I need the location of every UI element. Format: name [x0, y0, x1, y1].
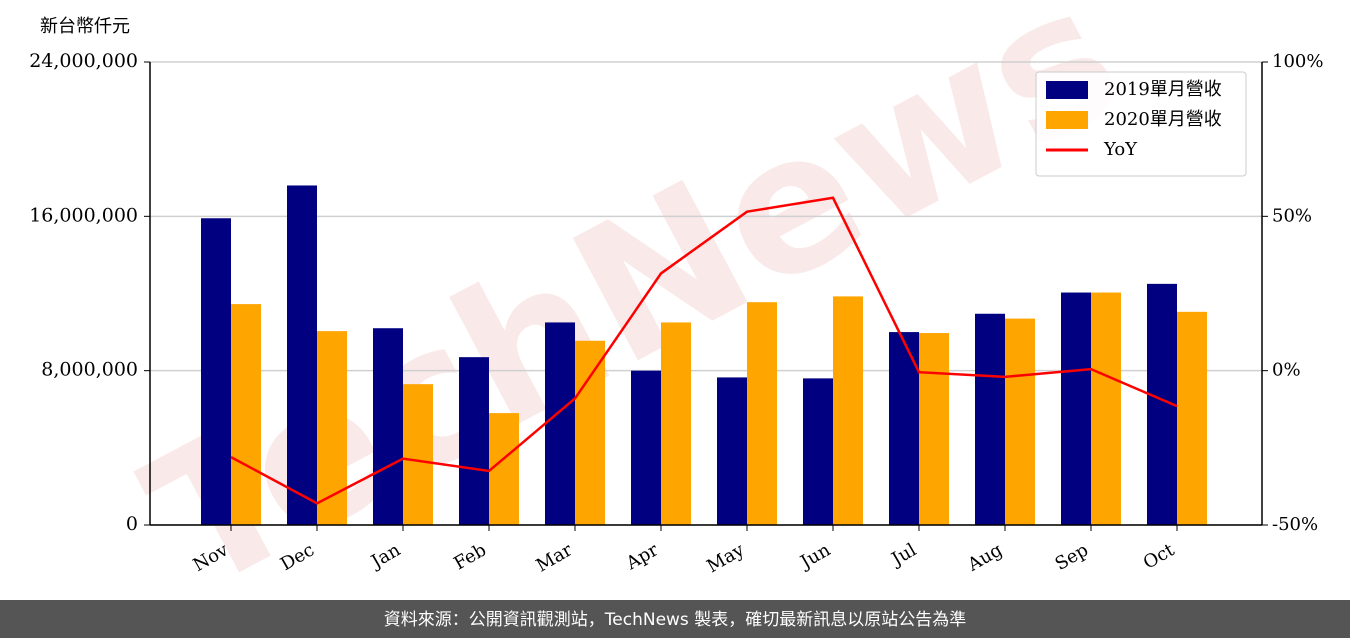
bar [833, 296, 863, 525]
footer-text: 資料來源：公開資訊觀測站，TechNews 製表，確切最新訊息以原站公告為準 [384, 610, 966, 630]
legend-label: YoY [1103, 139, 1138, 160]
bar [287, 185, 317, 525]
footer-bar [0, 600, 1350, 638]
y2-tick-label: 50% [1272, 205, 1312, 226]
bar [459, 357, 489, 525]
y-tick-label: 16,000,000 [29, 204, 138, 226]
x-tick-label: May [703, 539, 748, 577]
plot: TechNews08,000,00016,000,00024,000,000-5… [29, 0, 1323, 634]
legend-box [1035, 71, 1247, 177]
x-tick-label: Apr [622, 539, 662, 574]
x-tick-label: Jun [795, 539, 834, 574]
bar [1061, 292, 1091, 525]
legend-label: 2020單月營收 [1104, 109, 1222, 130]
bar [747, 302, 777, 525]
bar [231, 304, 261, 525]
bar [575, 340, 605, 525]
x-tick-label: Aug [963, 539, 1006, 576]
bar [201, 218, 231, 525]
y-tick-label: 0 [126, 513, 138, 535]
bar [545, 322, 575, 525]
y-tick-label: 8,000,000 [41, 359, 138, 381]
bar [661, 322, 691, 525]
bar [919, 333, 949, 525]
bar [317, 331, 347, 525]
y2-tick-label: -50% [1272, 514, 1318, 535]
bar [1005, 318, 1035, 525]
bar [975, 313, 1005, 525]
bar [489, 413, 519, 525]
x-tick-label: Mar [533, 539, 577, 576]
y-tick-label: 24,000,000 [29, 50, 138, 72]
bar [1177, 311, 1207, 525]
legend-swatch [1046, 111, 1088, 129]
yoy-line [230, 196, 1178, 505]
bar [803, 378, 833, 525]
y-axis-label: 新台幣仟元 [40, 16, 130, 37]
y2-tick-label: 100% [1272, 51, 1323, 72]
bar [1091, 292, 1121, 525]
bar [631, 370, 661, 525]
y2-tick-label: 0% [1272, 360, 1301, 381]
x-tick-label: Oct [1140, 539, 1179, 574]
bar [403, 384, 433, 525]
x-tick-label: Sep [1052, 539, 1092, 574]
x-tick-label: Jul [886, 539, 920, 571]
bar [373, 328, 403, 525]
x-tick-label: Feb [450, 539, 490, 574]
legend-swatch [1046, 81, 1088, 99]
legend-label: 2019單月營收 [1104, 79, 1222, 100]
bar [717, 377, 747, 525]
